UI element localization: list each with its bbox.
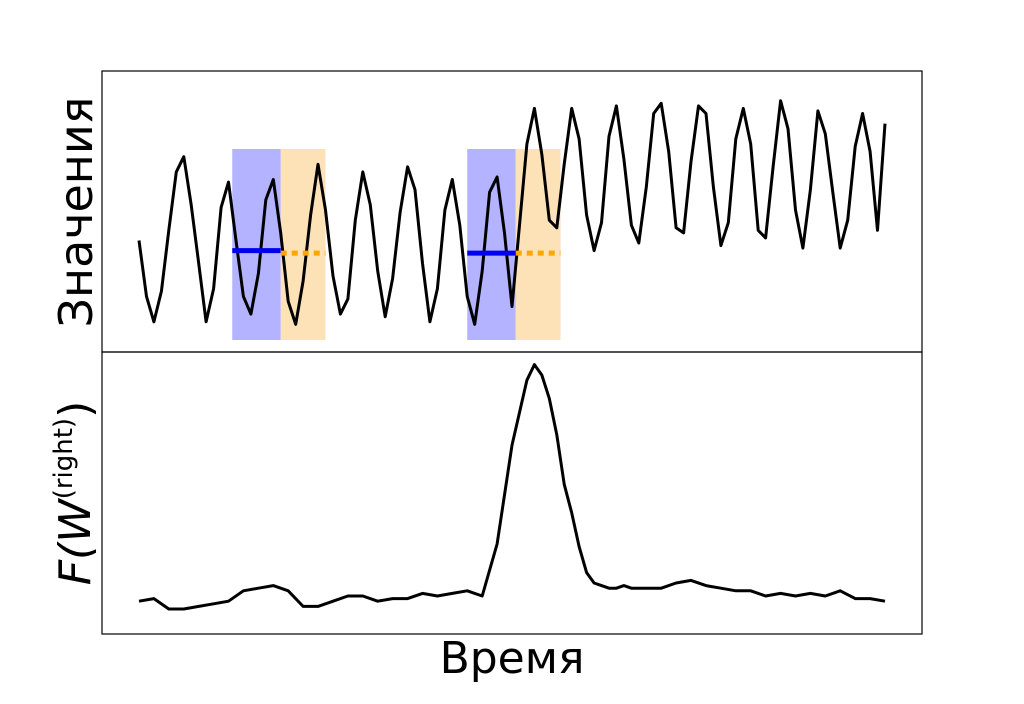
highlight-window-left: [467, 149, 516, 340]
bottom-ylabel: F(W(right)): [49, 401, 101, 586]
bottom-panel: F(W(right)) Время: [49, 351, 923, 684]
top-level-lines: [232, 248, 561, 256]
highlight-window-right: [280, 149, 326, 340]
highlight-window-left: [232, 149, 281, 340]
top-series-line: [137, 99, 887, 326]
top-panel: Значения: [49, 70, 923, 353]
top-ylabel: Значения: [49, 97, 103, 328]
bottom-panel-frame: [101, 351, 923, 635]
bottom-xlabel: Время: [440, 633, 585, 684]
bottom-series-line: [138, 363, 886, 611]
